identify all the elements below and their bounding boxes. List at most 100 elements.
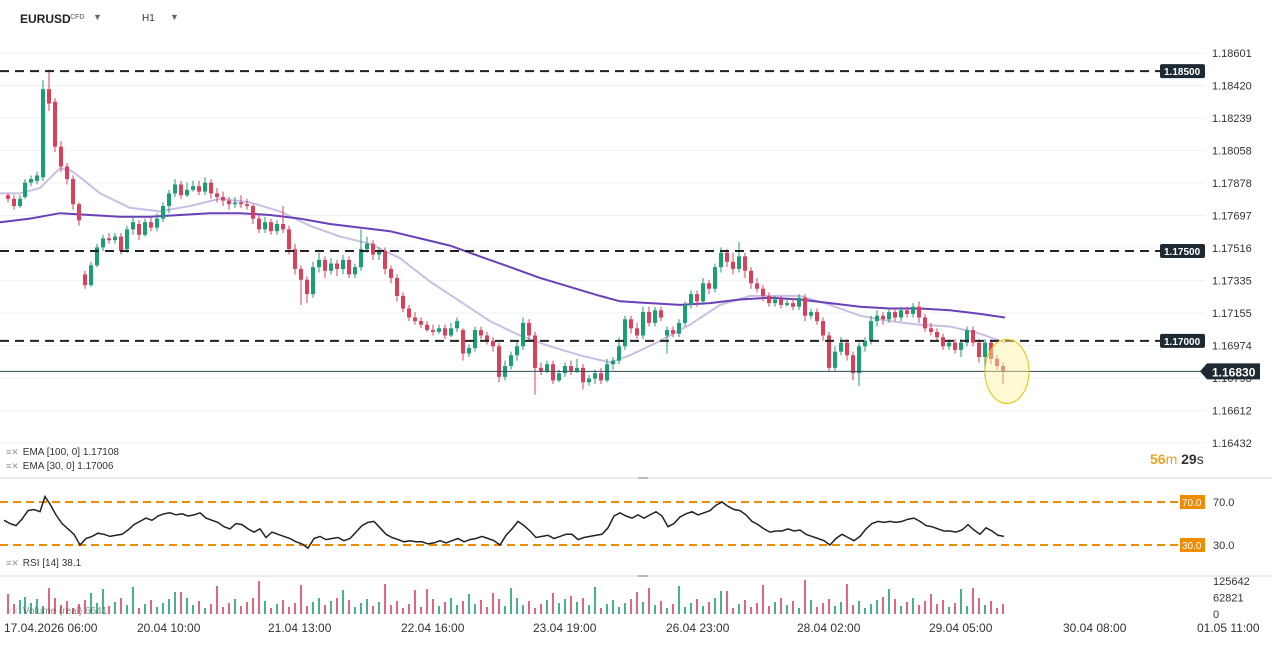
ema100-legend[interactable]: ≡✕ EMA [100, 0] 1.17108 — [6, 447, 119, 458]
ema30-legend[interactable]: ≡✕ EMA [30, 0] 1.17006 — [6, 461, 113, 472]
volume-bar — [408, 604, 410, 614]
candle-body — [575, 367, 579, 372]
candle-body — [899, 310, 903, 318]
settings-x-icon[interactable]: ≡✕ — [6, 447, 19, 457]
candle-body — [18, 198, 22, 207]
candle-body — [53, 101, 57, 147]
candle-body — [41, 89, 45, 178]
rsi-level-tag-label: 70.0 — [1182, 498, 1202, 509]
candle-body — [311, 267, 315, 295]
volume-bar — [336, 598, 338, 614]
ema30-legend-text: EMA [30, 0] 1.17006 — [22, 461, 114, 472]
candle-body — [401, 295, 405, 309]
volume-bar — [210, 604, 212, 614]
candle-body — [671, 330, 675, 334]
candle-body — [821, 321, 825, 336]
timeframe-label[interactable]: H1 — [142, 13, 155, 24]
candle-body — [449, 328, 453, 336]
candle-body — [143, 222, 147, 235]
candle-body — [257, 218, 261, 230]
time-axis-tick-label: 22.04 16:00 — [401, 621, 465, 635]
candle-body — [941, 337, 945, 347]
volume-bar — [462, 601, 464, 614]
volume-bar — [168, 599, 170, 614]
time-axis-tick-label: 23.04 19:00 — [533, 621, 597, 635]
volume-bar — [492, 593, 494, 614]
settings-x-icon[interactable]: ≡✕ — [6, 606, 19, 616]
candle-body — [617, 346, 621, 361]
pane-resize-handle[interactable] — [638, 575, 648, 577]
volume-bar — [972, 588, 974, 614]
candle-body — [269, 222, 273, 232]
candle-body — [341, 259, 345, 269]
volume-bar — [84, 600, 86, 614]
volume-bar — [690, 603, 692, 614]
volume-bar — [354, 607, 356, 614]
candle-body — [161, 206, 165, 219]
candle-body — [665, 330, 669, 336]
ema100-legend-text: EMA [100, 0] 1.17108 — [22, 447, 119, 458]
pane-resize-handle[interactable] — [638, 477, 648, 479]
candle-body — [299, 268, 303, 280]
volume-bar — [924, 601, 926, 614]
volume-bar — [918, 605, 920, 614]
settings-x-icon[interactable]: ≡✕ — [6, 558, 19, 568]
volume-bar — [48, 588, 50, 614]
time-axis-tick-label: 17.04.2026 06:00 — [4, 621, 98, 635]
candle-body — [431, 330, 435, 332]
volume-bar — [534, 608, 536, 614]
candle-body — [623, 319, 627, 347]
volume-bar — [834, 606, 836, 614]
candle-body — [845, 342, 849, 356]
volume-bar — [744, 600, 746, 614]
candle-body — [71, 179, 75, 205]
candle-body — [683, 304, 687, 323]
volume-bar — [762, 585, 764, 614]
candle-body — [107, 238, 111, 241]
candle-body — [137, 223, 141, 235]
volume-bar — [150, 600, 152, 614]
volume-bar — [804, 580, 806, 614]
volume-bar — [672, 604, 674, 614]
candle-body — [185, 189, 189, 196]
rsi-level-tag — [1180, 538, 1205, 552]
rsi-line — [3, 494, 1005, 550]
last-price-tag-label: 1.16830 — [1212, 365, 1256, 379]
candle-body — [23, 182, 27, 198]
candle-body — [539, 367, 543, 372]
volume-legend[interactable]: ≡✕ Volume (real) 6641 — [6, 606, 107, 617]
candle-body — [947, 342, 951, 347]
volume-bar — [36, 599, 38, 614]
level-price-tag-label: 1.18500 — [1164, 67, 1201, 78]
candle-body — [743, 256, 747, 271]
candle-body — [869, 321, 873, 341]
timeframe-dropdown-icon[interactable]: ▼ — [170, 12, 179, 22]
candle-body — [887, 312, 891, 320]
price-axis-tick-label: 1.16432 — [1212, 438, 1252, 450]
time-axis-tick-label: 21.04 13:00 — [268, 621, 332, 635]
candle-body — [791, 303, 795, 307]
symbol-dropdown-icon[interactable]: ▼ — [93, 12, 102, 22]
volume-axis-tick-label: 0 — [1213, 609, 1219, 621]
volume-bar — [990, 601, 992, 614]
candle-body — [833, 351, 837, 368]
settings-x-icon[interactable]: ≡✕ — [6, 461, 19, 471]
volume-bar — [678, 586, 680, 614]
candle-body — [647, 312, 651, 323]
candle-body — [209, 182, 213, 194]
volume-bar — [330, 601, 332, 614]
volume-bar — [750, 607, 752, 614]
price-axis-tick-label: 1.18058 — [1212, 146, 1252, 158]
candle-body — [317, 259, 321, 268]
price-axis-tick-label: 1.18239 — [1212, 113, 1252, 125]
symbol-label[interactable]: EURUSD — [20, 12, 71, 26]
volume-bar — [756, 603, 758, 614]
volume-bar — [810, 600, 812, 614]
volume-bar — [582, 598, 584, 614]
candle-body — [545, 364, 549, 372]
price-axis-tick-label: 1.16612 — [1212, 406, 1252, 418]
candle-body — [485, 335, 489, 341]
volume-bar — [426, 589, 428, 614]
rsi-legend[interactable]: ≡✕ RSI [14] 38.1 — [6, 558, 81, 569]
